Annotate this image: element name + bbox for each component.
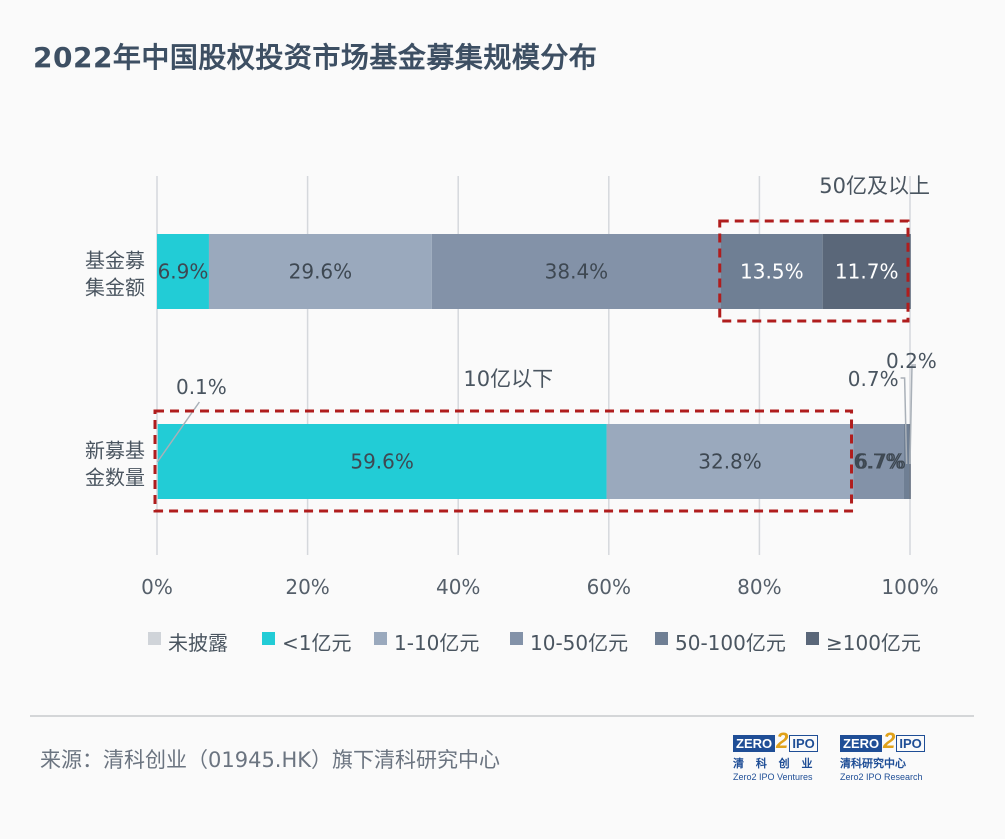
callout-line	[900, 377, 908, 465]
data-label: 32.8%	[698, 450, 762, 474]
legend-label: 50-100亿元	[675, 631, 786, 655]
annotation-label: 50亿及以上	[819, 174, 930, 198]
data-label: 11.7%	[835, 260, 899, 284]
bar-segment	[157, 424, 607, 499]
source-note: 来源：清科创业（01945.HK）旗下清科研究中心	[40, 748, 501, 772]
annotations: 50亿及以上 10亿以下	[153, 174, 930, 513]
legend-label: 10-50亿元	[530, 631, 628, 655]
data-label: 0.2%	[886, 349, 937, 373]
bar-segment	[822, 234, 911, 309]
data-label: 6.7%	[853, 450, 904, 474]
legend: 未披露 <1亿元 1-10亿元 10-50亿元 50-100亿元 ≥100亿元	[148, 631, 921, 655]
logo-en-text: Zero2 IPO Ventures	[733, 772, 813, 782]
bar-segment	[853, 424, 904, 499]
callouts: 0.1% 6.7% 0.7%0.2%	[156, 349, 937, 474]
data-label: 29.6%	[289, 260, 353, 284]
data-label: 59.6%	[350, 450, 414, 474]
bar-segment	[720, 234, 823, 309]
x-tick-label: 40%	[436, 575, 480, 599]
divider	[30, 715, 974, 717]
data-label: 0.7%	[848, 367, 899, 391]
category-label: 金数量	[85, 466, 145, 490]
legend-swatch	[655, 632, 668, 645]
bars: 6.9% 29.6% 38.4% 13.5% 11.7% 59.6% 32.8% 6.7%	[157, 234, 911, 499]
legend-swatch	[374, 632, 387, 645]
logo-en-text: Zero2 IPO Research	[840, 772, 923, 782]
data-label: 6.9%	[158, 260, 209, 284]
stacked-bar-chart: 6.9% 29.6% 38.4% 13.5% 11.7% 59.6% 32.8% 6.7% 0…	[85, 174, 939, 655]
bar-segment	[606, 424, 854, 499]
logo-cn-text: 清 科 创 业	[733, 757, 817, 770]
legend-swatch	[262, 632, 275, 645]
legend-label: 1-10亿元	[394, 631, 479, 655]
category-label: 基金募	[85, 249, 145, 273]
x-tick-label: 100%	[881, 575, 938, 599]
annotation-label: 10亿以下	[463, 367, 553, 391]
x-tick-label: 20%	[285, 575, 329, 599]
data-label: 0.1%	[176, 375, 227, 399]
logo-zero2ipo-research: ZERO 2 IPO 清科研究中心 Zero2 IPO Research	[840, 729, 930, 782]
x-tick-labels: 0% 20% 40% 60% 80% 100%	[141, 575, 938, 599]
bar-segment	[431, 234, 721, 309]
data-label: 13.5%	[740, 260, 804, 284]
bar-segment	[157, 234, 209, 309]
x-tick-label: 60%	[587, 575, 631, 599]
data-label: 38.4%	[545, 260, 609, 284]
logo-cn-text: 清科研究中心	[840, 757, 906, 770]
highlight-box	[718, 219, 910, 323]
legend-label: 未披露	[168, 631, 228, 655]
legend-label: ≥100亿元	[826, 631, 921, 655]
chart-title: 2022年中国股权投资市场基金募集规模分布	[33, 41, 598, 74]
legend-swatch	[806, 632, 819, 645]
logo-zero2ipo-ventures: ZERO 2 IPO 清 科 创 业 Zero2 IPO Ventures	[733, 729, 823, 782]
x-tick-label: 80%	[737, 575, 781, 599]
legend-swatch	[510, 632, 523, 645]
category-label: 新募基	[85, 439, 145, 463]
highlight-box	[153, 409, 854, 513]
callout-line	[909, 364, 916, 465]
legend-label: <1亿元	[282, 631, 351, 655]
data-label: 6.7%	[855, 450, 906, 474]
zero2ipo-logo-mark: ZERO 2 IPO	[840, 729, 930, 752]
category-label: 集金额	[85, 276, 145, 300]
x-tick-label: 0%	[141, 575, 173, 599]
legend-swatch	[148, 632, 161, 645]
bar-segment	[208, 234, 432, 309]
zero2ipo-logo-mark: ZERO 2 IPO	[733, 729, 823, 752]
